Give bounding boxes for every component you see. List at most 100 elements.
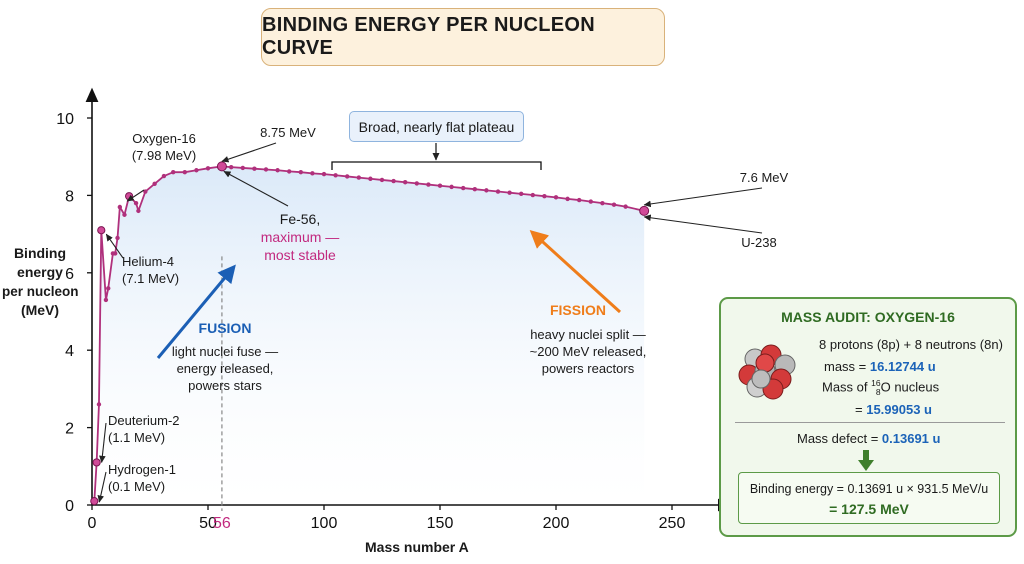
plateau-label: Broad, nearly flat plateau [358, 118, 515, 135]
fission-text-line: powers reactors [541, 361, 635, 376]
curve-data-point [507, 190, 512, 195]
oxygen-16-value: (7.98 MeV) [131, 148, 197, 163]
curve-data-point [287, 169, 292, 174]
oxygen-16-name: Oxygen-16 [132, 131, 196, 146]
oxygen-16-leader [126, 189, 145, 202]
curve-data-point [205, 166, 211, 171]
curve-data-point [113, 251, 118, 256]
binding-energy-curve [93, 165, 645, 502]
curve-data-point [495, 189, 501, 194]
curve-data-point [472, 187, 477, 192]
defect-value: 0.13691 u [881, 431, 941, 446]
curve-data-point [122, 212, 127, 217]
curve-data-point [484, 188, 489, 193]
fe-56-point [216, 161, 227, 172]
fusion-arrow [156, 264, 236, 359]
chart-title: BINDING ENERGY PER NUCLEON CURVE [262, 14, 596, 59]
fusion-text-line: light nuclei fuse — [171, 344, 279, 359]
curve-data-point [333, 173, 338, 178]
curve-data-point [449, 184, 454, 190]
y-axis-label-line: energy [17, 264, 63, 280]
curve-data-point [600, 200, 605, 206]
curve-data-point [321, 171, 327, 177]
u-238-value-label: 7.6 MeV [739, 170, 789, 185]
curve-data-point [298, 169, 303, 175]
x-tick-label: 150 [427, 515, 454, 532]
y-tick-label: 10 [56, 111, 74, 128]
y-tick-label: 8 [65, 188, 74, 205]
curve-data-point [519, 191, 524, 197]
fission-title: FISSION [549, 302, 606, 318]
audit-divider [735, 422, 1005, 423]
curve-data-point [414, 181, 419, 186]
mass-value: 16.12744 u [869, 359, 936, 374]
hydrogen-1-name: Hydrogen-1 [108, 462, 176, 477]
y-axis-label-line: (MeV) [20, 302, 60, 318]
curve-data-point [115, 235, 120, 241]
curve-data-point [275, 168, 280, 173]
helium-4-label: Helium-4 (7.1 MeV) [122, 253, 179, 287]
deuterium-2-value: (1.1 MeV) [108, 430, 166, 445]
fe-56-value-label: 8.75 MeV [260, 125, 316, 140]
curve-data-point [310, 171, 315, 176]
curve-data-point [117, 204, 123, 210]
helium-4-name: Helium-4 [122, 254, 175, 269]
oxygen-nucleus-icon [738, 344, 796, 400]
curve-data-point [96, 402, 102, 407]
curve-data-point [182, 169, 187, 175]
curve-data-point [379, 177, 385, 183]
plateau-bracket [331, 161, 542, 170]
curve-data-point [623, 204, 628, 209]
curve-data-point [106, 286, 111, 291]
fission-text-line: heavy nuclei split — [530, 327, 646, 342]
x-tick-label-56: 56 [213, 515, 231, 532]
fission-text: heavy nuclei split — ~200 MeV released, … [524, 326, 652, 377]
mass-audit-title: MASS AUDIT: OXYGEN-16 [781, 309, 955, 325]
fusion-title: FUSION [198, 320, 252, 336]
fe-56-note-line: most stable [264, 247, 336, 263]
nucleus-mass-line: Mass of 16 8 O nucleus [822, 378, 940, 397]
x-tick-label: 50 [199, 515, 217, 532]
curve-data-point [345, 174, 350, 179]
nucleus-symbol: O [880, 379, 891, 395]
nucleus-value: 15.99053 u [866, 402, 932, 417]
composition-text: 8 protons (8p) + 8 neutrons (8n) [819, 337, 1003, 352]
helium-4-leader [105, 233, 124, 259]
y-tick-label: 4 [65, 343, 74, 360]
curve-data-point [194, 168, 199, 173]
hydrogen-1-leader [97, 471, 107, 503]
helium-4-point [97, 226, 106, 235]
fission-text-line: ~200 MeV released, [529, 344, 647, 359]
curve-data-point [437, 183, 443, 188]
curve-data-point [403, 180, 408, 185]
binding-energy-result: = 127.5 MeV [829, 501, 909, 517]
curve-data-point [252, 166, 257, 171]
curve-data-point [565, 196, 570, 202]
curve-data-point [577, 197, 582, 203]
curve-data-point [588, 199, 593, 204]
curve-data-point [103, 297, 109, 303]
hydrogen-1-label: Hydrogen-1 (0.1 MeV) [108, 461, 176, 495]
curve-data-point [161, 173, 167, 179]
composition-mass: mass = 16.12744 u [824, 359, 936, 374]
x-tick-label: 100 [311, 515, 338, 532]
down-arrow-icon [858, 450, 874, 471]
mass-audit-panel: MASS AUDIT: OXYGEN-16 8 protons (8p) + 8… [719, 297, 1017, 537]
fe-56-name: Fe-56, [279, 211, 321, 227]
y-tick-label: 2 [65, 421, 74, 438]
fe-56-value-leader [221, 142, 277, 163]
binding-energy-formula: Binding energy = 0.13691 u × 931.5 MeV/u [749, 482, 989, 496]
fe-56-leader [223, 170, 289, 207]
deuterium-2-leader [99, 422, 107, 463]
fission-arrow [529, 229, 622, 314]
u-238-leader [643, 214, 763, 234]
chart-title-box: BINDING ENERGY PER NUCLEON CURVE [261, 8, 665, 66]
helium-4-value: (7.1 MeV) [122, 271, 180, 286]
curve-area-fill [94, 166, 645, 505]
u-238-value-leader [643, 187, 763, 208]
curve-data-point [240, 165, 245, 171]
y-tick-label: 6 [65, 266, 74, 283]
defect-label: Mass defect = [797, 431, 882, 446]
nucleus-label-pre: Mass of [822, 379, 872, 395]
